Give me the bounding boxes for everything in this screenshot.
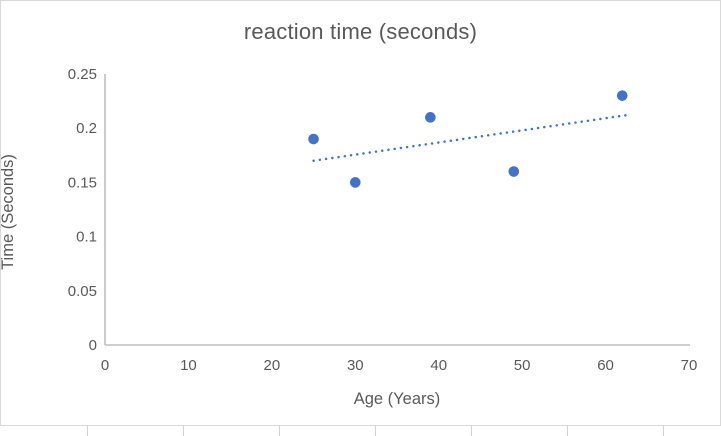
spreadsheet-background[interactable] [0,426,721,436]
spreadsheet-gridline [471,426,472,436]
y-tick-label: 0.2 [76,120,97,137]
x-tick-label: 70 [681,357,698,374]
x-tick-label: 50 [514,357,531,374]
x-tick-label: 30 [347,357,364,374]
y-tick-label: 0.05 [68,283,97,300]
plot-area: 0 10 20 30 40 50 60 70 0 0.05 0.1 0.15 0.2 0.25 [68,66,698,374]
x-tick-label: 20 [264,357,281,374]
spreadsheet-gridline [375,426,376,436]
spreadsheet-gridline [567,426,568,436]
data-point[interactable] [508,166,520,177]
data-point[interactable] [349,177,361,188]
data-point[interactable] [616,90,628,101]
y-tick-label: 0.1 [76,229,97,246]
spreadsheet-gridline [279,426,280,436]
y-axis-title[interactable]: Time (Seconds) [0,154,17,270]
x-tick-label: 10 [180,357,197,374]
x-tick-label: 60 [597,357,614,374]
spreadsheet-gridline [663,426,664,436]
y-tick-label: 0.25 [68,66,97,83]
x-axis-title[interactable]: Age (Years) [353,390,441,408]
y-tick-label: 0.15 [68,174,97,191]
trendline[interactable] [312,113,628,162]
spreadsheet-gridline [87,426,88,436]
x-tick-label: 0 [101,357,109,374]
x-tick-label: 40 [430,357,447,374]
excel-chart-area[interactable]: reaction time (seconds) 0 10 20 30 40 50 60 70 0… [0,0,721,426]
spreadsheet-gridline [183,426,184,436]
chart-title[interactable]: reaction time (seconds) [243,19,478,44]
data-point[interactable] [308,133,319,145]
data-point[interactable] [425,112,436,123]
y-tick-label: 0 [89,337,97,354]
